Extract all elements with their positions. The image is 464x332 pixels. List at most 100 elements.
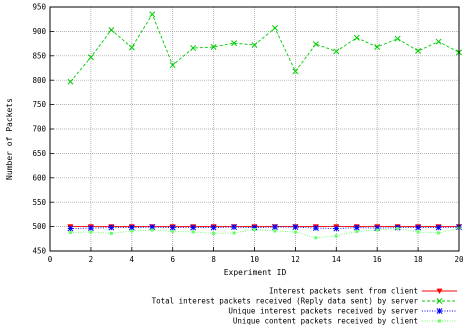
marker-square — [232, 231, 236, 235]
marker-star — [169, 224, 176, 231]
marker-star — [436, 308, 443, 314]
data-point — [312, 41, 319, 48]
marker-x — [231, 40, 238, 47]
data-point — [67, 78, 74, 85]
data-point — [169, 224, 176, 231]
marker-square — [89, 230, 93, 234]
marker-x — [271, 25, 278, 31]
marker-x — [108, 26, 115, 33]
series-2 — [67, 11, 462, 85]
y-tick-label: 800 — [32, 76, 46, 85]
marker-square — [253, 228, 256, 232]
x-tick-label: 14 — [332, 255, 342, 264]
data-point — [436, 288, 443, 295]
data-point — [130, 229, 134, 233]
marker-square — [273, 229, 277, 233]
marker-square — [438, 319, 441, 323]
data-point — [416, 230, 420, 234]
data-point — [355, 229, 359, 233]
marker-x — [210, 44, 217, 50]
x-tick-label: 18 — [414, 255, 424, 264]
marker-square — [109, 231, 113, 235]
marker-star — [108, 224, 115, 231]
marker-square — [68, 230, 72, 234]
marker-star — [312, 225, 319, 232]
data-point — [190, 224, 197, 231]
data-point — [67, 225, 74, 232]
legend-entry: Unique interest packets received by serv… — [228, 307, 457, 316]
marker-x — [394, 35, 401, 42]
data-point — [149, 224, 156, 231]
series-4 — [68, 226, 461, 240]
marker-square — [212, 231, 216, 235]
marker-square — [293, 230, 297, 234]
marker-star — [251, 224, 258, 231]
marker-square — [334, 234, 338, 238]
data-point — [437, 231, 441, 235]
marker-star — [67, 225, 74, 232]
data-point — [109, 231, 113, 235]
marker-x — [353, 34, 360, 41]
y-tick-label: 500 — [32, 222, 46, 231]
marker-x — [333, 48, 340, 55]
data-point — [312, 225, 319, 232]
legend-entry: Total interest packets received (Reply d… — [152, 297, 457, 306]
marker-star — [292, 224, 299, 231]
series-lines — [67, 11, 463, 240]
marker-x — [149, 11, 156, 18]
marker-square — [396, 227, 400, 231]
data-point — [396, 227, 400, 231]
data-point — [292, 68, 299, 75]
marker-x — [169, 62, 176, 69]
x-tick-label: 10 — [250, 255, 260, 264]
marker-x — [312, 41, 319, 48]
y-tick-label: 850 — [32, 51, 46, 60]
data-point — [333, 48, 340, 55]
x-tick-label: 4 — [130, 255, 135, 264]
marker-star — [87, 225, 94, 232]
data-point — [334, 234, 338, 238]
legend-label: Unique content packets received by clien… — [233, 317, 418, 326]
data-point — [212, 231, 216, 235]
data-point — [68, 230, 72, 234]
series-line — [70, 227, 460, 239]
y-tick-label: 950 — [32, 3, 46, 12]
marker-x — [415, 47, 422, 54]
data-point — [353, 224, 360, 231]
marker-star — [190, 224, 197, 231]
marker-square — [437, 231, 441, 235]
marker-square — [355, 229, 359, 233]
x-tick-label: 8 — [211, 255, 216, 264]
data-point — [415, 47, 422, 54]
y-tick-label: 450 — [32, 247, 46, 256]
data-point — [273, 229, 277, 233]
data-point — [169, 62, 176, 69]
x-axis-label: Experiment ID — [224, 268, 287, 277]
data-point — [271, 25, 278, 31]
legend-label: Total interest packets received (Reply d… — [152, 297, 419, 306]
series-line — [70, 13, 460, 82]
y-tick-label: 650 — [32, 149, 46, 158]
x-tick-label: 0 — [48, 255, 53, 264]
x-tick-label: 6 — [170, 255, 175, 264]
data-point — [210, 224, 217, 231]
marker-square — [130, 229, 134, 233]
data-point — [251, 42, 258, 49]
data-point — [374, 225, 381, 232]
data-point — [87, 225, 94, 232]
data-point — [353, 34, 360, 41]
x-tick-label: 16 — [373, 255, 383, 264]
data-point — [171, 229, 175, 233]
marker-x — [435, 38, 442, 45]
data-point — [251, 224, 258, 231]
data-point — [108, 26, 115, 33]
series-line — [70, 226, 460, 230]
data-point — [438, 319, 441, 323]
marker-x — [374, 44, 381, 50]
legend-label: Unique interest packets received by serv… — [228, 307, 418, 316]
axis-ticks: 0 2 4 6 8 10 12 14 16 18 20 450 500 550 600 650 700 750 80… — [32, 3, 464, 264]
legend-label: Interest packets sent from client — [269, 287, 418, 296]
data-point — [231, 40, 238, 47]
